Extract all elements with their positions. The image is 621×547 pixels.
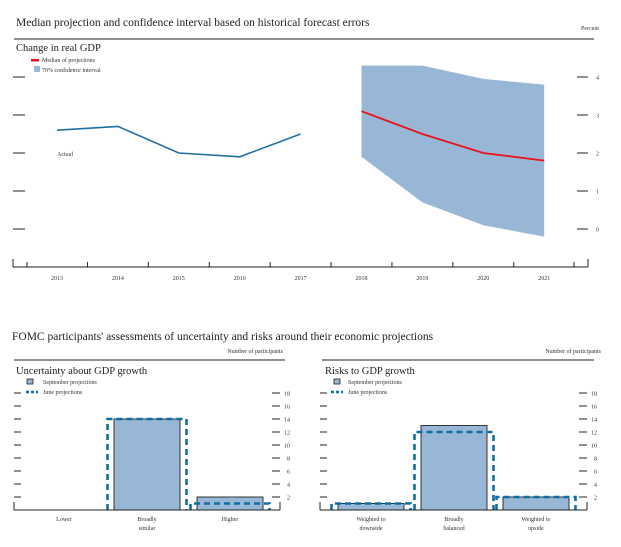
y-tick-label: 2	[594, 496, 597, 502]
y-tick-label: 1	[596, 190, 599, 196]
x-tick-label: 2014	[112, 276, 124, 282]
left-unit-label: Number of participants	[227, 348, 283, 355]
confidence-legend-label: 70% confidence interval	[42, 67, 101, 74]
uncertainty-chart: 2 4 6 8 10 12 14 16 18 Lower Broadly similar Higher	[13, 392, 290, 532]
bottom-title: FOMC participants' assessments of uncert…	[12, 331, 434, 343]
y-tick-label: 18	[284, 392, 290, 398]
top-title: Median projection and confidence interva…	[16, 17, 370, 29]
risks-legend: September projections June projections	[331, 378, 402, 396]
september-bar	[113, 418, 181, 511]
y-tick-label: 2	[287, 496, 290, 502]
september-bar	[502, 496, 570, 511]
category-label: upside	[528, 526, 544, 532]
risks-chart: 2 4 6 8 10 12 14 16 18 Weighted to downside Broadly…	[319, 392, 597, 532]
x-tick-label: 2020	[477, 276, 489, 282]
june-legend-label: June projections	[43, 390, 83, 396]
median-line	[361, 110, 545, 162]
confidence-band	[361, 65, 545, 237]
risks-panel-title: Risks to GDP growth	[325, 366, 415, 377]
y-tick-label: 6	[287, 470, 290, 476]
actual-line	[56, 125, 301, 158]
y-tick-label: 16	[591, 405, 597, 411]
y-tick-label: 0	[596, 228, 599, 234]
category-label: similar	[139, 526, 156, 532]
gdp-chart: Actual 0 1 2 3 4 2013 2014 2015 2016 2017 2018 2019 2…	[12, 65, 599, 282]
y-tick-label: 8	[594, 457, 597, 463]
y-tick-label: 16	[284, 405, 290, 411]
x-tick-label: 2015	[173, 276, 185, 282]
y-tick-label: 10	[284, 444, 290, 450]
category-label: Lower	[56, 517, 72, 523]
category-label: Broadly	[137, 517, 156, 523]
confidence-legend-swatch	[34, 66, 40, 72]
y-tick-label: 14	[591, 418, 597, 424]
gdp-panel-title: Change in real GDP	[16, 43, 101, 54]
y-tick-label: 14	[284, 418, 290, 424]
x-tick-label: 2016	[234, 276, 246, 282]
x-tick-label: 2013	[51, 276, 63, 282]
uncertainty-panel-title: Uncertainty about GDP growth	[16, 366, 148, 377]
y-tick-label: 8	[287, 457, 290, 463]
uncertainty-legend: September projections June projections	[26, 378, 97, 396]
category-label: downside	[360, 526, 383, 532]
category-label: Higher	[222, 517, 239, 523]
median-legend-swatch	[31, 59, 39, 62]
september-legend-swatch	[333, 378, 341, 385]
right-unit-label: Number of participants	[545, 348, 601, 355]
y-tick-label: 2	[596, 152, 599, 158]
september-legend-label: September projections	[43, 380, 97, 386]
top-unit-label: Percent	[581, 26, 599, 32]
y-tick-label: 10	[591, 444, 597, 450]
y-tick-label: 4	[596, 76, 599, 82]
y-tick-label: 4	[594, 483, 597, 489]
y-tick-label: 18	[591, 392, 597, 398]
x-tick-label: 2017	[295, 276, 307, 282]
actual-annotation: Actual	[57, 152, 73, 158]
y-tick-label: 3	[596, 114, 599, 120]
y-tick-label: 6	[594, 470, 597, 476]
category-label: balanced	[443, 526, 464, 532]
category-label: Weighted to	[521, 517, 550, 523]
x-tick-label: 2019	[416, 276, 428, 282]
september-legend-label: September projections	[348, 380, 402, 386]
y-tick-label: 12	[284, 431, 290, 437]
x-tick-label: 2021	[538, 276, 550, 282]
x-tick-label: 2018	[356, 276, 368, 282]
y-tick-label: 12	[591, 431, 597, 437]
category-label: Broadly	[444, 517, 463, 523]
median-legend-label: Median of projections	[42, 57, 96, 64]
category-label: Weighted to	[356, 517, 385, 523]
gdp-legend: Median of projections 70% confidence int…	[31, 57, 101, 74]
september-bar	[420, 425, 488, 511]
june-legend-label: June projections	[348, 390, 388, 396]
september-legend-swatch	[26, 378, 34, 385]
y-tick-label: 4	[287, 483, 290, 489]
